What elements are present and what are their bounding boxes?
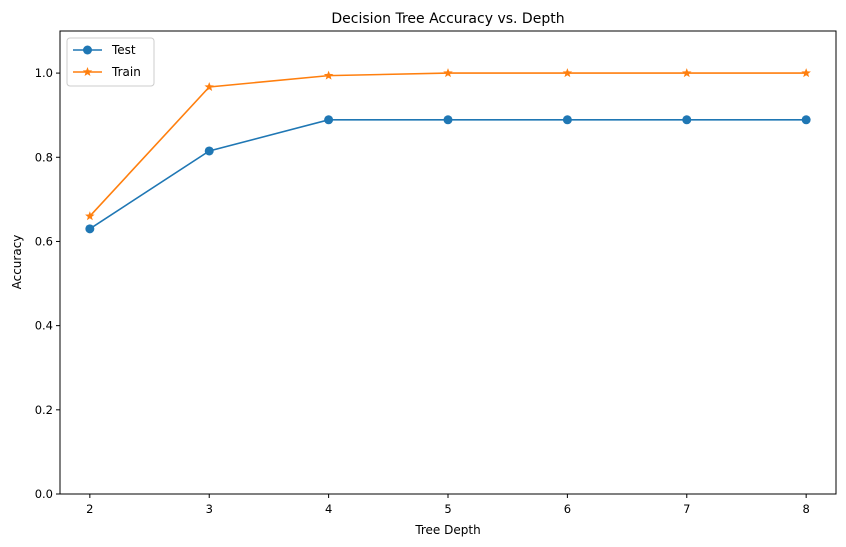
x-tick-label: 4 [325, 502, 332, 516]
y-tick-label: 0.0 [35, 487, 53, 501]
legend-label-test: Test [111, 43, 136, 57]
y-tick-label: 1.0 [35, 66, 53, 80]
data-point-train [682, 68, 692, 78]
data-point-train [443, 68, 453, 78]
x-tick-label: 7 [683, 502, 690, 516]
series-line-train [89, 72, 807, 217]
data-point-test [324, 115, 334, 125]
y-tick-label: 0.2 [35, 403, 53, 417]
y-axis-label: Accuracy [10, 235, 24, 290]
data-point-test [443, 115, 453, 125]
y-tick-label: 0.8 [35, 150, 53, 164]
x-tick-label: 5 [444, 502, 451, 516]
legend-marker-train [82, 67, 93, 77]
x-tick-label: 2 [86, 502, 93, 516]
chart-title: Decision Tree Accuracy vs. Depth [331, 11, 564, 27]
data-point-train [801, 68, 811, 78]
data-point-train [562, 68, 573, 78]
x-tick-label: 6 [564, 502, 571, 516]
data-point-test [562, 115, 572, 125]
series-line-test [89, 119, 807, 230]
data-point-train [85, 211, 95, 221]
data-point-test [85, 224, 95, 234]
plot-frame [59, 30, 837, 495]
y-axis: 0.0 0.2 0.4 0.6 0.8 1.0 [35, 66, 60, 501]
legend-label-train: Train [111, 65, 141, 79]
x-axis-label: Tree Depth [414, 523, 480, 537]
y-tick-label: 0.4 [35, 319, 53, 333]
legend-marker-test [83, 45, 92, 55]
data-point-test [682, 115, 692, 125]
y-tick-label: 0.6 [35, 234, 53, 248]
x-tick-label: 8 [802, 502, 809, 516]
data-point-train [323, 70, 334, 80]
legend-box [66, 37, 155, 87]
plot-area [85, 68, 811, 234]
x-axis: 2 3 4 5 6 7 8 [86, 494, 810, 516]
data-point-test [204, 146, 214, 156]
x-tick-label: 3 [206, 502, 213, 516]
data-point-train [204, 81, 214, 92]
data-point-test [801, 115, 811, 125]
legend: Test Train [66, 37, 155, 87]
